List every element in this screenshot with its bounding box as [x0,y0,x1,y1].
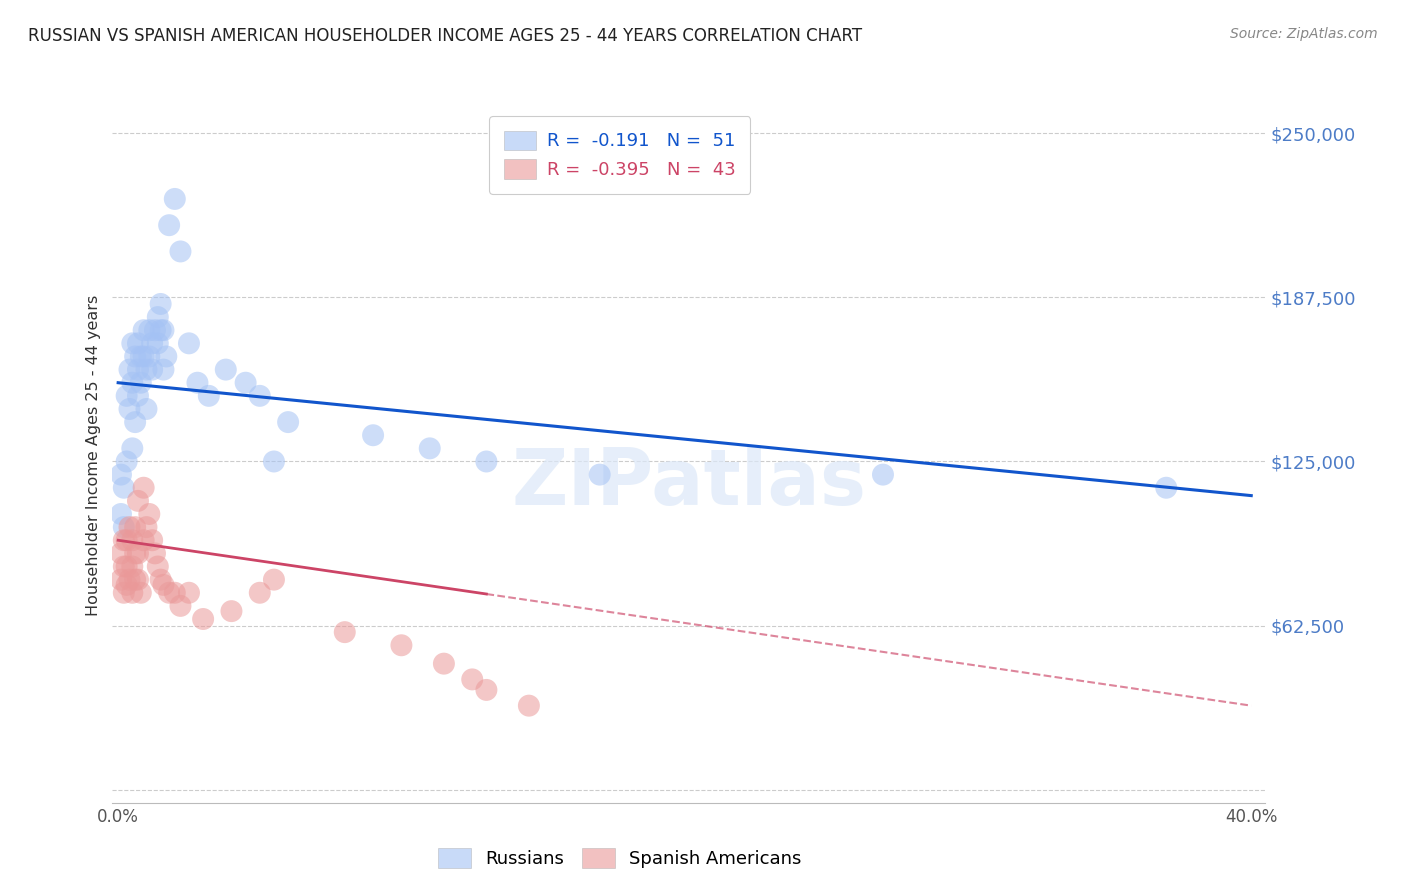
Point [149,573,172,587]
Point [115,389,138,403]
Point [132,481,155,495]
Point [141,362,163,376]
Point [121,559,143,574]
Point [118,573,141,587]
Point [127,494,149,508]
Point [124,573,146,587]
Point [132,533,155,548]
Point [169,599,191,613]
Point [141,336,163,351]
Point [115,559,138,574]
Point [517,698,540,713]
Point [249,389,271,403]
Point [127,546,149,560]
Point [138,323,160,337]
Point [169,244,191,259]
Point [141,533,163,548]
Y-axis label: Householder Income Ages 25 - 44 years: Householder Income Ages 25 - 44 years [86,294,101,615]
Point [127,573,149,587]
Point [186,376,208,390]
Point [149,323,172,337]
Point [177,586,200,600]
Point [124,546,146,560]
Point [215,362,238,376]
Point [152,578,174,592]
Point [157,218,180,232]
Point [143,546,166,560]
Point [129,376,152,390]
Point [157,586,180,600]
Point [127,362,149,376]
Point [419,442,441,456]
Point [177,336,200,351]
Point [235,376,257,390]
Point [191,612,214,626]
Point [124,415,146,429]
Point [115,578,138,592]
Point [152,323,174,337]
Point [361,428,384,442]
Text: Source: ZipAtlas.com: Source: ZipAtlas.com [1230,27,1378,41]
Point [110,467,132,482]
Point [118,520,141,534]
Point [121,336,143,351]
Point [138,350,160,364]
Point [118,401,141,416]
Point [118,362,141,376]
Point [138,507,160,521]
Point [263,573,285,587]
Point [110,573,132,587]
Text: RUSSIAN VS SPANISH AMERICAN HOUSEHOLDER INCOME AGES 25 - 44 YEARS CORRELATION CH: RUSSIAN VS SPANISH AMERICAN HOUSEHOLDER … [28,27,862,45]
Point [149,297,172,311]
Point [115,454,138,468]
Point [135,520,157,534]
Point [221,604,243,618]
Point [475,682,498,697]
Point [249,586,271,600]
Point [475,454,498,468]
Point [124,350,146,364]
Point [155,350,177,364]
Point [1154,481,1177,495]
Point [135,401,157,416]
Point [198,389,221,403]
Point [163,586,186,600]
Point [872,467,894,482]
Point [112,481,135,495]
Point [129,350,152,364]
Point [132,350,155,364]
Point [127,336,149,351]
Legend: Russians, Spanish Americans: Russians, Spanish Americans [429,839,810,877]
Point [461,673,484,687]
Text: ZIPatlas: ZIPatlas [512,445,866,521]
Point [589,467,612,482]
Point [124,520,146,534]
Point [121,586,143,600]
Point [333,625,356,640]
Point [146,559,169,574]
Point [263,454,285,468]
Point [112,533,135,548]
Point [115,533,138,548]
Point [110,546,132,560]
Point [146,336,169,351]
Point [121,376,143,390]
Point [146,310,169,324]
Point [112,520,135,534]
Point [163,192,186,206]
Point [391,638,413,652]
Point [433,657,456,671]
Point [152,362,174,376]
Point [129,586,152,600]
Point [135,362,157,376]
Point [112,559,135,574]
Point [127,389,149,403]
Point [277,415,299,429]
Point [110,507,132,521]
Point [121,442,143,456]
Point [112,586,135,600]
Point [121,533,143,548]
Point [132,323,155,337]
Point [143,323,166,337]
